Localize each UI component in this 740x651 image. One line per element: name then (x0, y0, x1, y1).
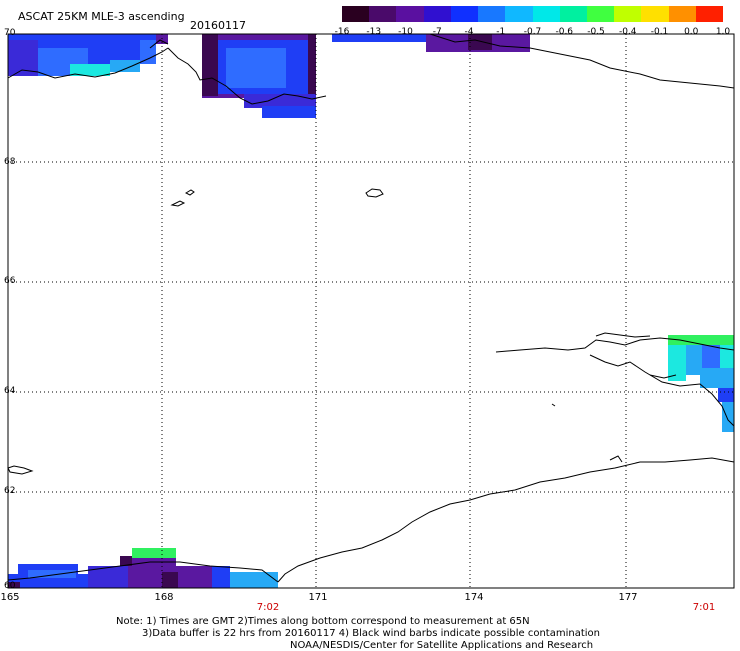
wind-cell (110, 60, 140, 72)
wind-cell (28, 570, 76, 578)
wind-cell (88, 566, 128, 588)
product-title: ASCAT 25KM MLE-3 ascending (18, 10, 185, 23)
wind-cell (140, 40, 156, 64)
lat-label-64: 64 (4, 386, 16, 396)
product-date: 20160117 (190, 19, 246, 32)
coastlines (7, 33, 735, 583)
colorbar-tick-label: -0.4 (618, 27, 637, 37)
wind-cell (668, 345, 686, 381)
colorbar-tick-label: -7 (432, 27, 442, 37)
wind-cell (162, 572, 178, 588)
colorbar-tick-label: -0.1 (650, 27, 669, 37)
wind-cell (70, 64, 110, 76)
note-line-1: Note: 1) Times are GMT 2)Times along bot… (116, 616, 530, 627)
wind-cell (244, 94, 316, 108)
wind-cell (686, 345, 702, 375)
wind-cell (230, 572, 278, 588)
wind-cell (308, 34, 316, 94)
colorbar-tick-label: 0.0 (684, 27, 699, 37)
colorbar-swatch (641, 6, 669, 22)
colorbar-tick-label: -0.5 (587, 27, 605, 37)
colorbar-swatch (532, 6, 560, 22)
wind-cell (702, 345, 720, 369)
map-border (7, 33, 735, 589)
wind-cell (212, 566, 230, 588)
colorbar-swatch (396, 6, 424, 22)
wind-cell (8, 582, 20, 588)
time-label-right: 7:01 (692, 602, 716, 613)
lon-label-165: 165 (0, 592, 20, 603)
lon-label-168: 168 (154, 592, 174, 603)
colorbar-swatch (586, 6, 615, 22)
colorbar-tick-label: -0.6 (555, 27, 574, 37)
colorbar-swatch (668, 6, 696, 22)
lon-label-174: 174 (464, 592, 484, 603)
lon-label-177: 177 (618, 592, 638, 603)
wind-cell (720, 345, 734, 369)
lat-label-66: 66 (4, 276, 16, 286)
colorbar-tick-label: -4 (464, 27, 474, 37)
colorbar-swatch (695, 6, 724, 22)
colorbar-swatch (369, 6, 397, 22)
colorbar-tick-label: -13 (366, 27, 382, 37)
colorbar-swatch (478, 6, 506, 22)
colorbar-tick-label: -0.7 (523, 27, 542, 37)
time-label-left: 7:02 (256, 602, 280, 613)
note-line-2: 3)Data buffer is 22 hrs from 20160117 4)… (142, 628, 600, 639)
wind-cell (700, 368, 734, 388)
note-line-3: NOAA/NESDIS/Center for Satellite Applica… (290, 640, 594, 651)
wind-cell (668, 335, 734, 345)
wind-cell (202, 34, 218, 96)
wind-cell (132, 548, 176, 558)
wind-data-cells (8, 34, 734, 588)
wind-cell (722, 402, 734, 432)
colorbar-tick-label: -10 (398, 27, 413, 37)
colorbar-swatch (342, 6, 370, 22)
colorbar-swatch (423, 6, 451, 22)
wind-cell (468, 34, 492, 50)
lon-label-171: 171 (308, 592, 328, 603)
colorbar-swatch (505, 6, 533, 22)
lat-label-62: 62 (4, 486, 16, 496)
colorbar-swatch (614, 6, 642, 22)
lat-label-60: 60 (4, 581, 16, 591)
colorbar-tick-label: 1.0 (715, 27, 731, 37)
wind-cell (718, 388, 734, 402)
lat-label-70: 70 (4, 28, 16, 38)
wind-cell (18, 564, 78, 574)
wind-cell (262, 106, 316, 118)
graticule (8, 34, 734, 588)
colorbar-swatch (450, 6, 479, 22)
lat-label-68: 68 (4, 157, 16, 167)
colorbar-tick-label: -16 (334, 27, 350, 37)
colorbar (342, 6, 724, 22)
colorbar-tick-label: -1 (496, 27, 506, 37)
wind-cell (226, 48, 286, 88)
colorbar-swatch (559, 6, 587, 22)
